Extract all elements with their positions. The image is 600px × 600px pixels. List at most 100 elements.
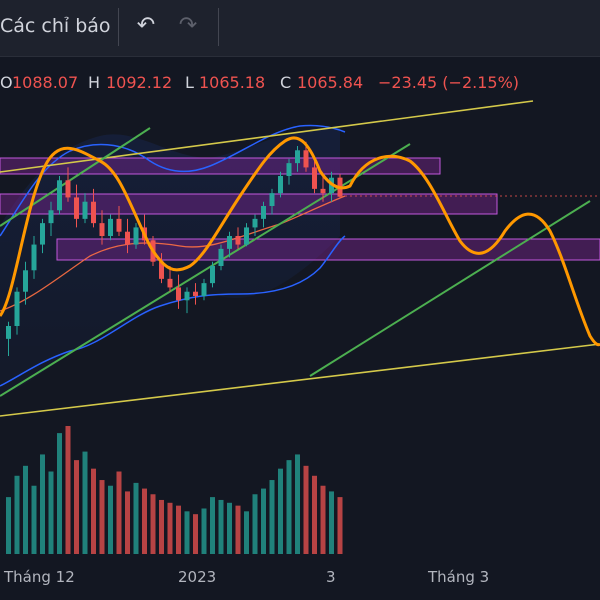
legend-h-label: H (88, 73, 100, 92)
moving-average-line (0, 195, 346, 312)
volume-bar (167, 502, 173, 554)
volume-bar (65, 426, 71, 554)
volume-bar (227, 502, 232, 554)
top-toolbar: Các chỉ báo ↶ ↷ (0, 0, 600, 57)
candle-body (108, 218, 113, 236)
volume-bar (201, 508, 207, 554)
candle-body (133, 227, 139, 245)
forecast-path (0, 136, 600, 347)
candle-body (65, 180, 71, 198)
candle-body (167, 278, 173, 288)
candle-body (295, 150, 300, 164)
volume-bar (252, 494, 258, 554)
legend-o-value: 1088.07 (12, 73, 78, 92)
volume-bar (337, 497, 343, 554)
candle-body (57, 180, 62, 211)
volume-bar (142, 488, 147, 554)
volume-bar (184, 511, 190, 554)
volume-bar (40, 454, 45, 554)
channel-line-lower-yellow (0, 343, 600, 417)
ohlc-legend: O 1088.07 H 1092.12 L 1065.18 C 1065.84 … (0, 73, 519, 92)
candle-body (261, 206, 266, 219)
candle-body (6, 326, 11, 339)
channel-line-upper-yellow (0, 100, 534, 173)
x-tick-label: 2023 (178, 568, 216, 586)
candle-body (286, 163, 292, 176)
volume-bar (320, 485, 326, 554)
channel-line-green-long (309, 200, 591, 377)
candle-body (48, 210, 54, 224)
volume-bar (159, 499, 164, 554)
legend-c-value: 1065.84 (297, 73, 363, 92)
indicators-button[interactable]: Các chỉ báo (0, 15, 111, 37)
candle-body (159, 261, 164, 279)
volume-bar (125, 491, 130, 554)
volume-bar (133, 482, 139, 554)
volume-bar (14, 475, 20, 554)
volume-bar (91, 468, 96, 554)
candle-body (227, 236, 232, 249)
redo-icon: ↷ (178, 13, 198, 38)
candle-body (23, 270, 28, 292)
candle-body (269, 193, 275, 206)
candle-body (193, 291, 198, 296)
candle-body (235, 236, 241, 245)
volume-bar (6, 497, 11, 554)
volume-bar (82, 451, 88, 554)
toolbar-divider (218, 8, 219, 46)
volume-bar (108, 485, 113, 554)
volume-bar (193, 514, 198, 554)
x-axis: Tháng 12 2023 3 Tháng 3 (3, 568, 489, 586)
candle-body (40, 223, 45, 245)
volume-bar (269, 480, 275, 554)
volume-bar (48, 471, 54, 554)
legend-o-label: O (0, 73, 13, 92)
legend-l-label: L (185, 73, 194, 92)
undo-icon[interactable]: ↶ (136, 13, 156, 38)
candle-body (74, 197, 79, 219)
volume-bar (99, 480, 105, 554)
legend-h-value: 1092.12 (106, 73, 172, 92)
legend-l-value: 1065.18 (199, 73, 265, 92)
x-tick-label: Tháng 12 (3, 568, 75, 586)
candle-body (201, 283, 207, 296)
volume-series (6, 426, 343, 554)
candle-body (312, 167, 317, 189)
volume-bar (176, 505, 181, 554)
legend-change: −23.45 (−2.15%) (378, 73, 519, 92)
volume-bar (31, 485, 37, 554)
x-tick-label: Tháng 3 (427, 568, 489, 586)
candle-body (91, 201, 96, 224)
toolbar-divider (118, 8, 119, 46)
candle-body (14, 291, 20, 326)
candle-body (210, 266, 215, 284)
volume-bar (329, 491, 334, 554)
volume-bar (23, 465, 28, 554)
bollinger-lower-band (0, 235, 346, 387)
resistance-zone-middle (0, 193, 498, 215)
bollinger-upper-band (0, 124, 346, 237)
volume-bar (312, 475, 317, 554)
volume-bar (261, 488, 266, 554)
candle-body (320, 188, 326, 194)
volume-bar (244, 511, 249, 554)
x-tick-label: 3 (326, 568, 336, 586)
candle-body (99, 223, 105, 236)
price-chart[interactable]: O 1088.07 H 1092.12 L 1065.18 C 1065.84 … (0, 56, 600, 600)
candle-body (82, 201, 88, 219)
volume-bar (278, 468, 283, 554)
volume-bar (218, 499, 224, 554)
volume-bar (295, 454, 300, 554)
volume-bar (150, 494, 156, 554)
volume-bar (116, 471, 122, 554)
candle-body (31, 244, 37, 271)
candle-body (125, 231, 130, 245)
candle-body (252, 218, 258, 228)
volume-bar (235, 505, 241, 554)
candle-body (176, 287, 181, 301)
volume-bar (210, 497, 215, 554)
candle-body (218, 248, 224, 266)
candle-body (303, 150, 309, 168)
volume-bar (74, 460, 79, 554)
legend-c-label: C (280, 73, 291, 92)
